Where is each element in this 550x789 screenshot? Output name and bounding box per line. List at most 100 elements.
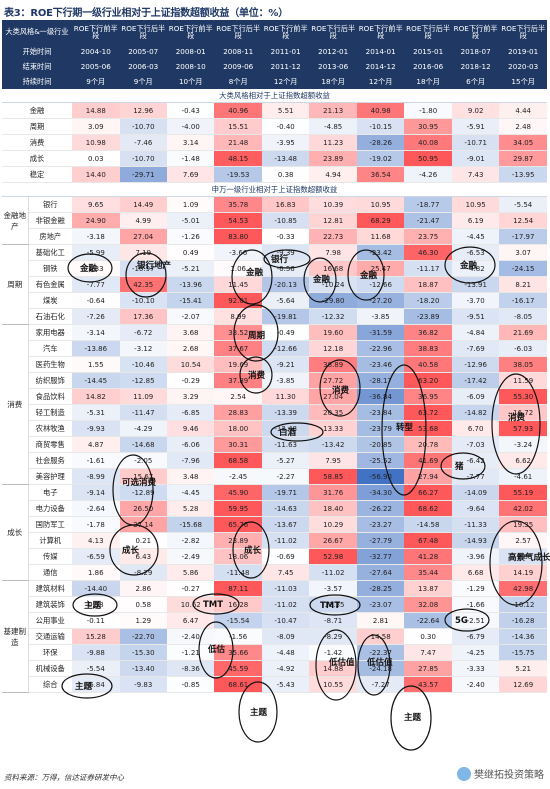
value-cell: -2.82 (166, 532, 215, 549)
row-label: 公用事业 (28, 612, 73, 629)
header-cell: 2014-01 (356, 44, 405, 59)
value-cell: -16.28 (499, 612, 547, 629)
value-cell: -20.13 (261, 276, 310, 293)
value-cell: 15.28 (72, 628, 120, 645)
value-cell: -3.66 (214, 244, 262, 261)
value-cell: 10.95 (451, 196, 500, 213)
value-cell: -22.70 (119, 628, 167, 645)
value-cell: 20.35 (309, 404, 357, 421)
value-cell: -13.48 (261, 150, 310, 167)
value-cell: -11.17 (404, 260, 452, 277)
industry-row: 传媒 -6.59 6.43 -2.49 18.06 -0.69 52.98 -32.77 41.… (2, 548, 547, 565)
value-cell: -23.84 (356, 404, 405, 421)
header-cell: 开始时间 (2, 44, 73, 59)
industry-row: 石油石化 -7.26 17.36 -2.07 8.99 -19.81 -12.32 -3.85… (2, 308, 547, 325)
row-label: 纺织服饰 (28, 372, 73, 389)
value-cell: 38.83 (404, 340, 452, 357)
value-cell: -5.99 (72, 244, 120, 261)
value-cell: -5.54 (499, 196, 547, 213)
value-cell: -14.82 (451, 404, 500, 421)
value-cell: -4.84 (451, 324, 500, 341)
value-cell: -13.86 (72, 340, 120, 357)
value-cell: -0.64 (72, 292, 120, 309)
value-cell: 21.48 (214, 134, 262, 151)
value-cell: -3.70 (451, 292, 500, 309)
value-cell: 5.51 (261, 102, 310, 119)
header-cell: 10个月 (166, 74, 215, 89)
value-cell: 23.75 (404, 228, 452, 245)
value-cell: -12.66 (261, 340, 310, 357)
value-cell: -8.36 (166, 660, 215, 677)
value-cell: 7.45 (261, 564, 310, 581)
header-cell: 9个月 (72, 74, 120, 89)
value-cell: 9.46 (166, 420, 215, 437)
value-cell: 12.81 (309, 212, 357, 229)
value-cell: -23.89 (404, 308, 452, 325)
value-cell: 10.55 (309, 676, 357, 693)
industry-row: 社会服务 -1.61 -2.05 -7.96 68.58 -5.27 7.95 -25.52 4… (2, 452, 547, 469)
value-cell: 19.35 (499, 516, 547, 533)
industry-row: 成长 电子 -9.14 -12.89 -4.45 45.90 -19.71 31.76 -34.… (2, 484, 547, 581)
industry-row: 商贸零售 4.87 -14.68 -6.06 30.31 -11.63 -13.42 -20.… (2, 436, 547, 453)
row-label: 电子 (28, 484, 73, 501)
value-cell: 68.61 (214, 676, 262, 693)
header-cell: 8个月 (214, 74, 262, 89)
value-cell: 40.98 (356, 102, 405, 119)
value-cell: 3.09 (72, 118, 120, 135)
industry-row: 钢铁 1.33 -10.97 -5.21 1.06 -6.56 16.68 25.47 -11.… (2, 260, 547, 277)
value-cell: 14.88 (72, 102, 120, 119)
row-label: 基础化工 (28, 244, 73, 261)
value-cell: -0.43 (166, 102, 215, 119)
row-label: 美容护理 (28, 468, 73, 485)
value-cell: 38.89 (309, 356, 357, 373)
value-cell: -5.27 (261, 452, 310, 469)
value-cell: 6.47 (166, 612, 215, 629)
value-cell: -6.42 (451, 452, 500, 469)
value-cell: 14.19 (499, 564, 547, 581)
value-cell: -3.85 (261, 372, 310, 389)
source-note: 资料来源：万得，信达证券研发中心 (4, 773, 124, 782)
value-cell: 24.90 (72, 212, 120, 229)
value-cell: 7.95 (309, 452, 357, 469)
value-cell: -0.40 (261, 118, 310, 135)
value-cell: 23.89 (309, 150, 357, 167)
header-cell: 15个月 (499, 74, 547, 89)
value-cell: 40.58 (404, 356, 452, 373)
value-cell: 36.82 (404, 324, 452, 341)
value-cell: -11.63 (261, 436, 310, 453)
value-cell: 16.72 (499, 404, 547, 421)
value-cell: -5.64 (261, 292, 310, 309)
header-cell: ROE下行后半段 (499, 20, 547, 44)
value-cell: -3.14 (72, 324, 120, 341)
value-cell: 45.90 (214, 484, 262, 501)
value-cell: -34.30 (356, 484, 405, 501)
value-cell: -2.27 (261, 468, 310, 485)
value-cell: -8.29 (309, 628, 357, 645)
header-cell: 2006-03 (119, 59, 167, 74)
value-cell: -17.42 (451, 372, 500, 389)
value-cell: -10.15 (356, 118, 405, 135)
value-cell: -4.92 (261, 660, 310, 677)
value-cell: 58.85 (309, 468, 357, 485)
value-cell: -3.24 (499, 436, 547, 453)
value-cell: -6.85 (166, 404, 215, 421)
value-cell: 28.83 (214, 404, 262, 421)
header-cell: ROE下行后半段 (214, 20, 262, 44)
value-cell: 17.36 (119, 308, 167, 325)
value-cell: -3.57 (309, 580, 357, 597)
watermark: 樊继拓投资策略 (457, 766, 544, 781)
value-cell: -15.54 (214, 612, 262, 629)
value-cell: -14.58 (404, 516, 452, 533)
value-cell: -19.81 (261, 308, 310, 325)
value-cell: -9.39 (261, 244, 310, 261)
value-cell: 7.47 (404, 644, 452, 661)
value-cell: 2.48 (499, 118, 547, 135)
value-cell: 0.58 (119, 596, 167, 613)
value-cell: -14.93 (451, 532, 500, 549)
row-label: 建筑材料 (28, 580, 73, 597)
value-cell: -8.05 (499, 308, 547, 325)
value-cell: -7.46 (119, 134, 167, 151)
industry-row: 国防军工 -1.78 27.14 -15.68 65.76 -13.67 10.29 -23.… (2, 516, 547, 533)
value-cell: 0.58 (72, 596, 120, 613)
header-cell: 18个月 (309, 74, 357, 89)
